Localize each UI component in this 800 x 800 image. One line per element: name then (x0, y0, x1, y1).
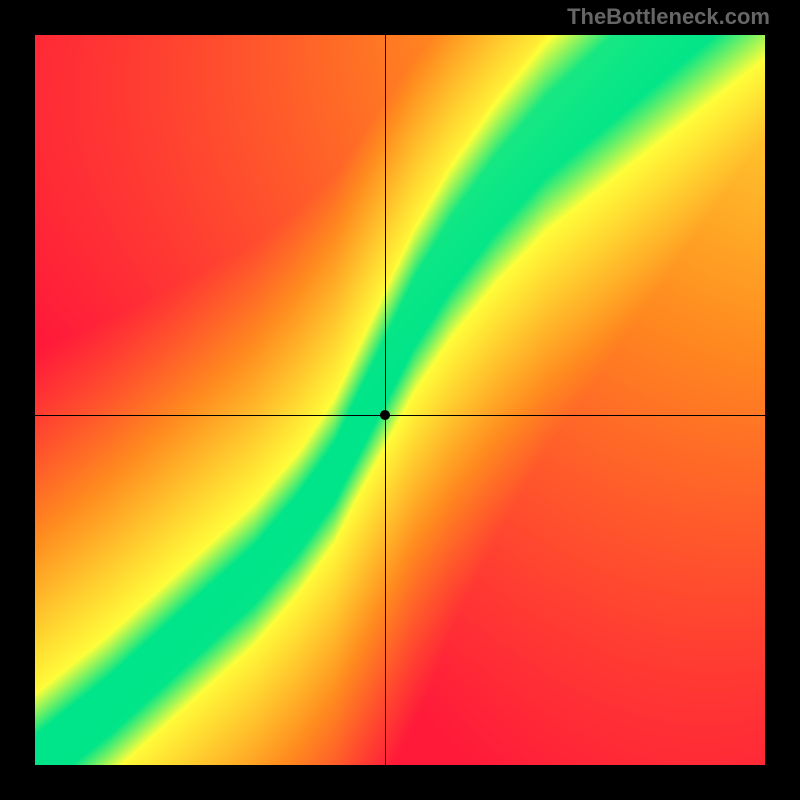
watermark-text: TheBottleneck.com (567, 4, 770, 30)
crosshair-horizontal (35, 415, 765, 416)
heatmap-canvas (35, 35, 765, 765)
crosshair-vertical (385, 35, 386, 765)
crosshair-marker (380, 410, 390, 420)
chart-container: TheBottleneck.com (0, 0, 800, 800)
